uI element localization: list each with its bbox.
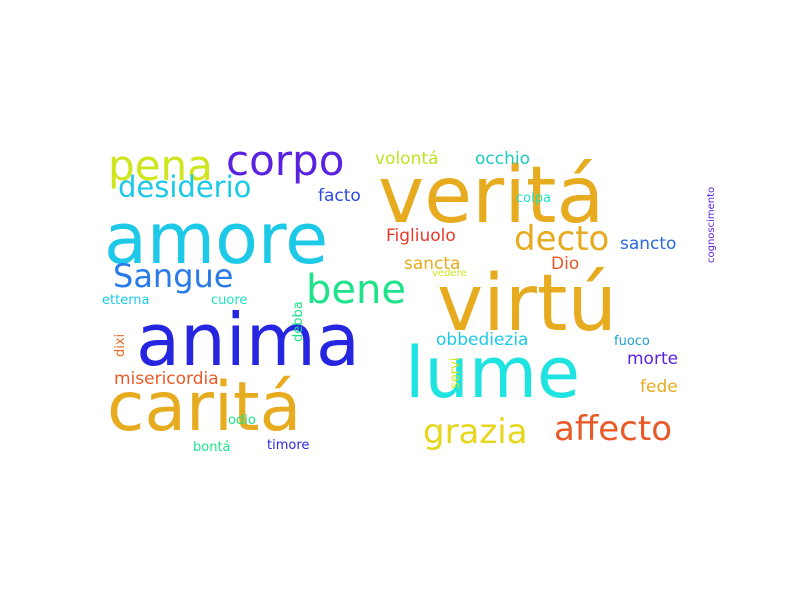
word-fede: fede	[640, 377, 678, 397]
word-decto: decto	[514, 219, 609, 259]
word-dio: Dio	[551, 254, 579, 274]
word-bene: bene	[306, 267, 406, 313]
word-veritá: veritá	[378, 151, 604, 241]
word-sancta: sancta	[404, 254, 460, 274]
word-pena: pena	[108, 141, 213, 190]
word-cognoscimento: cognoscimento	[706, 187, 717, 263]
word-obbediezia: obbediezia	[436, 330, 528, 350]
word-misericordia: misericordia	[114, 369, 219, 389]
word-etterna: etterna	[102, 293, 150, 308]
word-anima: anima	[136, 298, 360, 382]
word-affecto: affecto	[554, 409, 672, 449]
word-colpa: colpa	[516, 191, 551, 206]
word-virtú: virtú	[437, 259, 617, 349]
word-dixi: dixi	[113, 334, 128, 357]
word-caritá: caritá	[107, 368, 301, 447]
word-amore: amore	[104, 198, 328, 280]
word-figliuolo: Figliuolo	[386, 226, 456, 246]
word-cuore: cuore	[211, 293, 247, 308]
word-debba: debba	[291, 301, 306, 342]
word-morte: morte	[627, 349, 678, 369]
word-odio: odio	[228, 413, 256, 428]
word-facto: facto	[318, 186, 361, 206]
word-vedere: vedere	[432, 268, 467, 279]
word-lume: lume	[405, 332, 580, 414]
word-occhio: occhio	[475, 149, 530, 169]
word-volontá: volontá	[375, 149, 438, 169]
word-fuoco: fuoco	[614, 334, 650, 349]
word-corpo: corpo	[226, 136, 344, 185]
word-desiderio: desiderio	[118, 170, 251, 204]
word-bontá: bontá	[193, 440, 231, 455]
word-grazia: grazia	[423, 412, 528, 452]
word-sangue: Sangue	[113, 257, 233, 295]
word-timore: timore	[267, 438, 309, 453]
word-sancto: sancto	[620, 234, 676, 254]
word-servi: servi	[448, 358, 463, 389]
